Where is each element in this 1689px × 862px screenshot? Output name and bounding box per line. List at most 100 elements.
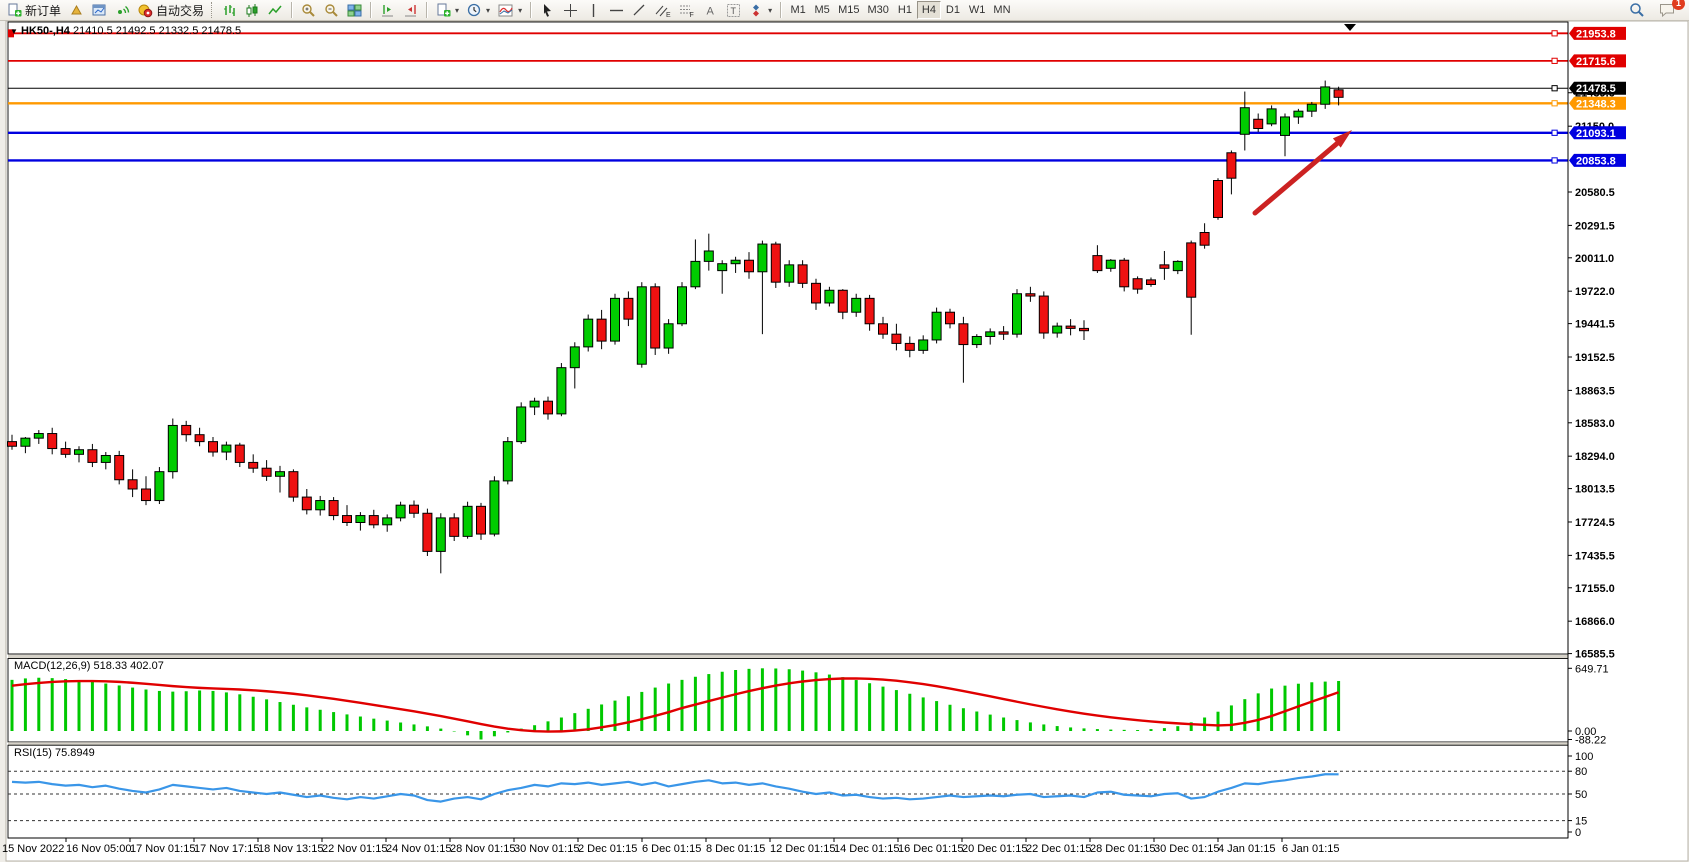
level-line-handle[interactable] — [1551, 57, 1558, 64]
zoom-out-button[interactable] — [320, 0, 343, 21]
chevron-down-icon: ▾ — [486, 5, 491, 15]
timeframe-d1-button[interactable]: D1 — [941, 1, 965, 19]
annotation-arrow[interactable] — [1252, 138, 1343, 216]
rsi-pane[interactable] — [7, 744, 1569, 839]
toolbar-separator — [291, 2, 294, 18]
timeframe-m5-button[interactable]: M5 — [810, 1, 834, 19]
svg-text:17155.0: 17155.0 — [1575, 583, 1615, 595]
timeframe-m15-button[interactable]: M15 — [834, 1, 863, 19]
horizontal-level-lines — [8, 30, 1568, 164]
timeframe-m1-button[interactable]: M1 — [786, 1, 810, 19]
bar-end-marker-icon — [1344, 24, 1356, 31]
pane-splitter[interactable] — [8, 654, 1568, 659]
svg-text:19722.0: 19722.0 — [1575, 286, 1615, 298]
rsi-indicator-label: RSI(15) 75.8949 — [14, 747, 95, 759]
periods-dropdown[interactable]: ▾ — [463, 0, 494, 21]
main-toolbar: 新订单 自动交易 ▾ ▾ — [0, 0, 1689, 21]
trendline-tool-button[interactable] — [628, 0, 651, 21]
chart-window-icon — [92, 4, 106, 15]
svg-text:18 Nov 13:15: 18 Nov 13:15 — [258, 843, 323, 855]
timeframe-w1-button[interactable]: W1 — [965, 1, 990, 19]
arrows-dropdown[interactable]: ▾ — [745, 0, 776, 21]
auto-trading-icon — [138, 4, 153, 17]
svg-text:16 Dec 01:15: 16 Dec 01:15 — [898, 843, 963, 855]
svg-text:16585.5: 16585.5 — [1575, 649, 1615, 661]
fibonacci-tool-button[interactable]: F — [675, 0, 699, 21]
level-line-handle[interactable] — [1551, 100, 1558, 107]
chart-shift-button[interactable] — [376, 0, 399, 21]
level-line-handle[interactable] — [1551, 30, 1558, 37]
candlestick-chart-button[interactable] — [241, 0, 264, 21]
level-line-handle[interactable] — [1551, 129, 1558, 136]
svg-text:16866.0: 16866.0 — [1575, 616, 1615, 628]
text-icon: A — [707, 5, 715, 17]
timeframe-m30-button[interactable]: M30 — [864, 1, 893, 19]
new-order-icon — [8, 3, 22, 16]
line-chart-button[interactable] — [264, 0, 287, 21]
styler-button[interactable] — [65, 0, 88, 21]
horizontal-line-tool-button[interactable] — [605, 0, 628, 21]
text-tool-button[interactable]: A — [699, 0, 722, 21]
equidistant-channel-tool-button[interactable]: E — [651, 0, 675, 21]
chevron-down-icon: ▾ — [518, 5, 523, 15]
timeframe-h1-button[interactable]: H1 — [893, 1, 917, 19]
auto-scroll-button[interactable] — [399, 0, 422, 21]
vertical-line-tool-button[interactable] — [582, 0, 605, 21]
new-order-label: 新订单 — [25, 3, 62, 18]
main-price-pane[interactable] — [7, 21, 1569, 655]
svg-text:0.00: 0.00 — [1575, 726, 1596, 738]
svg-text:17724.5: 17724.5 — [1575, 517, 1615, 529]
svg-text:28 Dec 01:15: 28 Dec 01:15 — [1090, 843, 1155, 855]
svg-text:22 Nov 01:15: 22 Nov 01:15 — [322, 843, 387, 855]
symbol-dropdown-icon[interactable]: ▼ — [10, 27, 18, 36]
rsi-scale: 100 80 50 150 — [1568, 751, 1593, 839]
auto-trading-label: 自动交易 — [156, 3, 205, 18]
bar-chart-button[interactable] — [218, 0, 241, 21]
timeframe-h4-button[interactable]: H4 — [916, 1, 941, 19]
open-chart-button[interactable] — [88, 0, 111, 21]
rsi-line — [11, 773, 1339, 803]
arrows-icon — [753, 4, 760, 16]
new-order-button[interactable]: 新订单 — [3, 0, 65, 21]
svg-text:649.71: 649.71 — [1575, 663, 1609, 675]
annotation-arrow-head — [1332, 130, 1352, 148]
text-label-tool-button[interactable]: T — [722, 0, 745, 21]
macd-indicator-label: MACD(12,26,9) 518.33 402.07 — [14, 660, 164, 672]
svg-text:6 Jan 01:15: 6 Jan 01:15 — [1282, 843, 1340, 855]
crosshair-icon — [564, 3, 578, 17]
svg-text:30 Nov 01:15: 30 Nov 01:15 — [514, 843, 579, 855]
svg-text:20580.5: 20580.5 — [1575, 187, 1615, 199]
svg-text:12 Dec 01:15: 12 Dec 01:15 — [770, 843, 835, 855]
zoom-in-button[interactable] — [297, 0, 320, 21]
notifications-button[interactable]: 1 — [1655, 0, 1685, 21]
chart-shift-icon — [382, 4, 394, 16]
auto-scroll-icon — [405, 4, 417, 16]
new-chart-dropdown[interactable]: ▾ — [432, 0, 463, 21]
zoom-in-icon — [302, 3, 315, 17]
pane-splitter[interactable] — [8, 742, 1568, 746]
vertical-line-icon — [592, 3, 595, 17]
svg-text:A: A — [707, 5, 715, 17]
level-line-handle[interactable] — [1551, 157, 1558, 164]
line-anchor — [8, 29, 14, 38]
svg-text:2 Dec 01:15: 2 Dec 01:15 — [578, 843, 637, 855]
indicators-dropdown[interactable]: ▾ — [494, 0, 526, 21]
clock-icon — [467, 3, 481, 16]
price-badges: 21953.8 21715.6 21478.5 21348.3 21093.1 20853… — [1569, 26, 1626, 167]
crosshair-tool-button[interactable] — [559, 0, 582, 21]
timeframe-mn-button[interactable]: MN — [989, 1, 1014, 19]
svg-text:8 Dec 01:15: 8 Dec 01:15 — [706, 843, 765, 855]
level-line-handle[interactable] — [1551, 85, 1558, 92]
chart-header[interactable]: ▼ HK50-,H4 21410.5 21492.5 21332.5 21478… — [10, 25, 241, 37]
tile-windows-button[interactable] — [343, 0, 366, 21]
svg-text:30 Dec 01:15: 30 Dec 01:15 — [1154, 843, 1219, 855]
auto-trading-button[interactable]: 自动交易 — [134, 0, 208, 21]
svg-text:50: 50 — [1575, 789, 1587, 801]
signals-button[interactable] — [111, 0, 134, 21]
svg-text:24 Nov 01:15: 24 Nov 01:15 — [386, 843, 451, 855]
toolbar-separator — [780, 2, 783, 18]
search-button[interactable] — [1625, 0, 1649, 21]
cursor-tool-button[interactable] — [536, 0, 559, 21]
